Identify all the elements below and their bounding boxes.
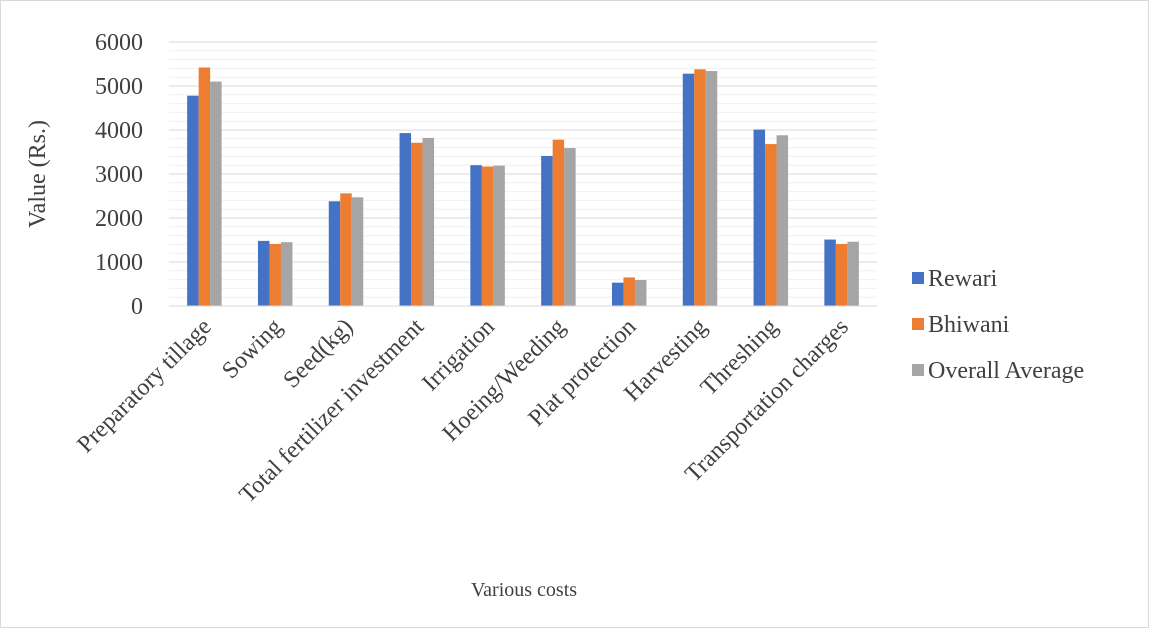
bar-bhiwani (765, 144, 777, 306)
legend-swatch (912, 318, 924, 330)
bar-overall-average (210, 81, 222, 306)
bar-overall-average (422, 137, 435, 306)
legend-swatch (912, 364, 924, 376)
x-tick-label: Preparatory tillage (72, 314, 216, 458)
x-tick-label: Sowing (217, 314, 287, 384)
bar-overall-average (351, 197, 364, 306)
bar-bhiwani (411, 142, 423, 306)
bar-overall-average (634, 280, 647, 306)
bar-rewari (611, 282, 624, 306)
x-axis-label: Various costs (471, 579, 577, 601)
y-tick-label: 5000 (95, 74, 143, 100)
bar-bhiwani (269, 243, 281, 306)
legend-label: Bhiwani (928, 312, 1010, 338)
y-tick-label: 2000 (95, 206, 143, 232)
x-tick-label: Hoeing/Weeding (438, 314, 571, 447)
y-tick-label: 4000 (95, 118, 143, 144)
bar-rewari (541, 155, 553, 306)
bar-bhiwani (623, 277, 635, 306)
bar-overall-average (564, 148, 576, 306)
bar-bhiwani (198, 67, 211, 307)
y-tick-label: 0 (131, 294, 143, 320)
bar-rewari (328, 201, 341, 306)
bars (187, 67, 859, 307)
bar-bhiwani (694, 69, 706, 306)
bar-overall-average (705, 71, 718, 306)
bar-overall-average (280, 242, 293, 306)
y-tick-label: 6000 (95, 30, 143, 56)
legend-label: Overall Average (928, 358, 1084, 384)
bar-rewari (682, 73, 695, 307)
y-tick-label: 3000 (95, 162, 143, 188)
bar-rewari (753, 129, 766, 306)
bar-rewari (399, 133, 412, 306)
legend-label: Rewari (928, 266, 998, 292)
legend-swatch (912, 272, 924, 284)
y-axis-label: Value (Rs.) (25, 120, 51, 228)
bar-rewari (187, 95, 199, 307)
bar-bhiwani (340, 193, 352, 306)
bar-bhiwani (481, 166, 494, 306)
y-axis-ticks: 0 1000 2000 3000 4000 5000 6000 (95, 30, 143, 320)
bar-bhiwani (835, 243, 848, 306)
bar-overall-average (493, 165, 505, 306)
bar-overall-average (847, 241, 859, 306)
bar-rewari (257, 240, 270, 306)
bar-overall-average (776, 135, 789, 306)
bar-rewari (470, 165, 482, 306)
bar-bhiwani (552, 139, 565, 306)
bar-rewari (824, 239, 836, 306)
legend: Rewari Bhiwani Overall Average (912, 266, 1084, 384)
y-tick-label: 1000 (95, 250, 143, 276)
